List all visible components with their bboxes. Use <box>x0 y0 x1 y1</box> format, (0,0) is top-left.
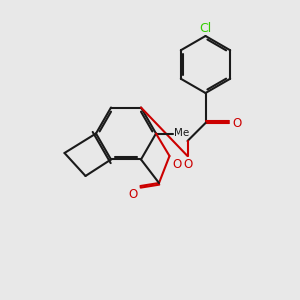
Text: O: O <box>232 116 241 130</box>
Text: O: O <box>128 188 137 201</box>
Text: O: O <box>183 158 192 171</box>
Text: Me: Me <box>174 128 189 139</box>
Text: Cl: Cl <box>200 22 211 34</box>
Text: O: O <box>172 158 182 170</box>
